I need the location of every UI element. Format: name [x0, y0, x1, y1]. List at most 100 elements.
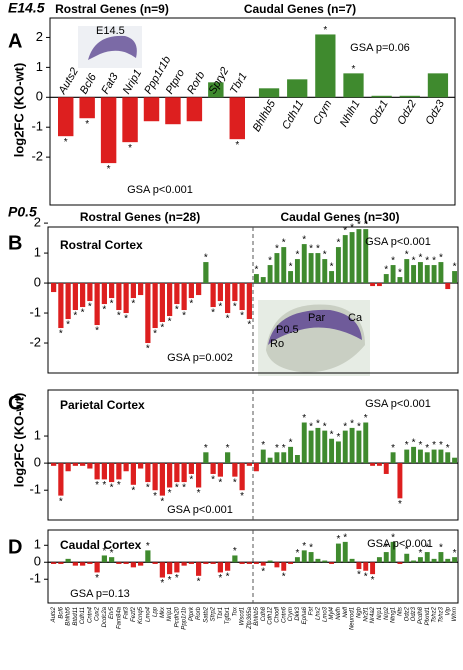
bar [281, 247, 287, 284]
bar [363, 562, 369, 571]
significance-mark: * [175, 573, 179, 584]
gene-label: Bcl6 [78, 71, 100, 96]
bar [445, 558, 451, 563]
significance-mark: * [226, 314, 230, 325]
significance-mark: * [343, 226, 347, 237]
stage-label: E14.5 [8, 0, 45, 16]
significance-mark: * [175, 483, 179, 494]
gene-label: Ppp1r1b [182, 606, 188, 629]
bar [370, 283, 376, 287]
group-header: Rostral Genes (n=28) [80, 210, 200, 224]
bar [101, 283, 107, 305]
significance-mark: * [405, 440, 409, 451]
gene-label: Vip [445, 606, 451, 615]
bar [301, 422, 307, 464]
bar [342, 430, 348, 464]
significance-mark: * [425, 256, 429, 267]
gene-label: Lpp [153, 606, 159, 617]
significance-mark: * [81, 308, 85, 319]
y-tick-label: 0 [34, 554, 41, 569]
bar [281, 562, 287, 571]
bar [58, 463, 64, 496]
bar [397, 277, 403, 284]
bar [315, 558, 321, 563]
bar [87, 562, 93, 564]
significance-mark: * [182, 483, 186, 494]
bar [87, 283, 93, 302]
brain-shape [88, 35, 137, 60]
significance-mark: * [425, 443, 429, 454]
significance-mark: * [350, 419, 354, 430]
bar [116, 562, 122, 564]
gene-label: Satb2 [203, 606, 209, 622]
bar [145, 550, 151, 563]
bar [376, 557, 382, 563]
bar [383, 463, 389, 474]
bar [383, 552, 389, 563]
y-tick-label: -1 [29, 304, 41, 319]
significance-mark: * [323, 250, 327, 261]
significance-mark: * [453, 548, 457, 559]
gene-label: Auts2 [56, 66, 81, 97]
bar [315, 34, 336, 98]
bar [100, 97, 117, 164]
significance-mark: * [336, 534, 340, 545]
significance-mark: * [412, 438, 416, 449]
bar [58, 97, 74, 137]
significance-mark: * [330, 262, 334, 273]
bar [51, 283, 57, 293]
bar [343, 73, 364, 98]
gene-label: Lmo3 [322, 606, 328, 622]
gene-label: Odz1 [367, 98, 391, 127]
bar [370, 463, 376, 466]
bar [329, 438, 335, 464]
bar [217, 562, 223, 573]
bar [356, 229, 362, 284]
significance-mark: * [95, 480, 99, 491]
gene-label: Tshz3 [438, 606, 444, 622]
significance-mark: * [182, 311, 186, 322]
bar [101, 555, 107, 563]
bar [167, 283, 173, 317]
significance-mark: * [218, 302, 222, 313]
bar [167, 562, 173, 575]
y-tick-label: -1 [31, 119, 43, 134]
bar [225, 283, 231, 314]
bar [143, 97, 160, 122]
significance-mark: * [261, 566, 265, 577]
bar [288, 562, 294, 564]
significance-mark: * [439, 440, 443, 451]
significance-mark: * [117, 480, 121, 491]
gene-label: Pcdh8 [418, 606, 424, 624]
bar [210, 562, 216, 564]
brain-image-b [258, 300, 370, 376]
bar [51, 463, 57, 466]
significance-mark: * [110, 299, 114, 310]
bar [87, 463, 93, 469]
bar [203, 452, 209, 464]
bar [58, 562, 64, 564]
bar [210, 463, 216, 474]
significance-mark: * [357, 421, 361, 432]
y-axis-label: log2FC (KO-wt) [11, 63, 26, 158]
significance-mark: * [240, 311, 244, 322]
y-tick-label: 2 [34, 215, 41, 230]
significance-mark: * [412, 256, 416, 267]
significance-mark: * [295, 250, 299, 261]
gene-label: Pcdh20 [174, 606, 180, 627]
significance-mark: * [336, 432, 340, 443]
significance-mark: * [371, 575, 375, 586]
bar [335, 247, 341, 284]
y-tick-label: -1 [29, 482, 41, 497]
bar [109, 463, 115, 483]
bar [411, 446, 417, 464]
bar [342, 235, 348, 284]
bar [260, 277, 266, 284]
bar [452, 457, 458, 464]
significance-mark: * [95, 573, 99, 584]
significance-mark: * [168, 488, 172, 499]
significance-mark: * [197, 488, 201, 499]
bar [349, 558, 355, 563]
significance-mark: * [102, 480, 106, 491]
y-tick-label: -1 [29, 571, 41, 586]
